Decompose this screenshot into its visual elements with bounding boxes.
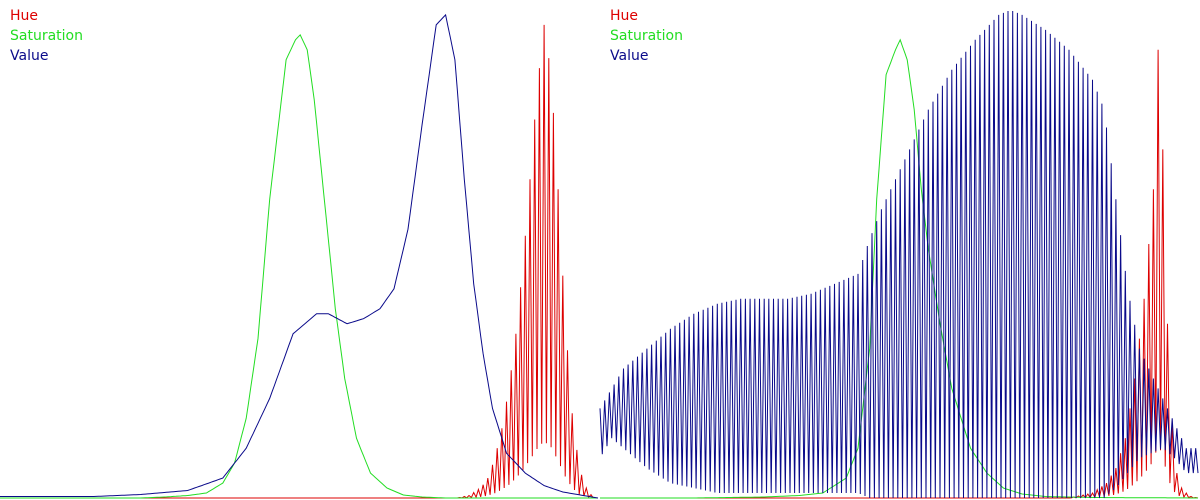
right-histogram-panel: [599, 10, 1199, 499]
series-value-line: [0, 13, 599, 499]
legend-value-label: Value: [610, 48, 649, 64]
left-histogram-panel: [0, 13, 599, 499]
series-saturation-line: [0, 34, 598, 499]
series-hue-line: [0, 24, 598, 499]
legend-hue-label: Hue: [10, 8, 39, 24]
legend-saturation-label: Saturation: [10, 28, 83, 44]
legend-saturation-label: Saturation: [610, 28, 683, 44]
legend-hue-label: Hue: [610, 8, 639, 24]
right-legend: Hue Saturation Value: [610, 6, 683, 66]
legend-value-label: Value: [10, 48, 49, 64]
series-saturation-line: [600, 38, 1198, 499]
left-legend: Hue Saturation Value: [10, 6, 83, 66]
series-value-line: [599, 10, 1199, 499]
